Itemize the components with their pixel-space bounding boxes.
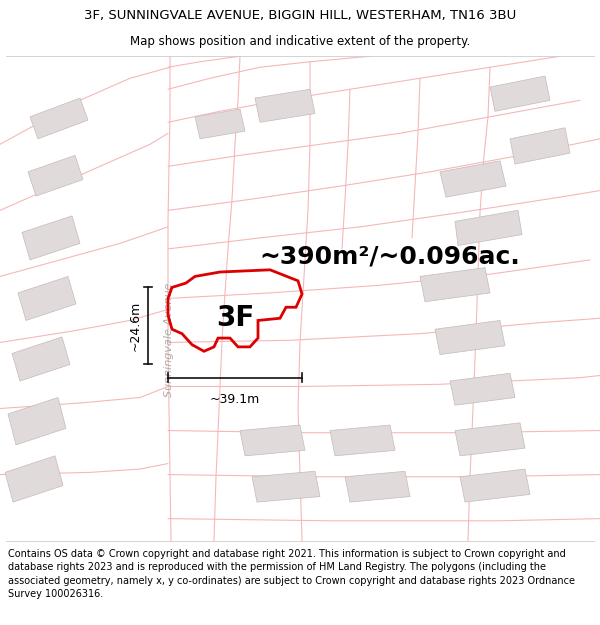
Text: ~39.1m: ~39.1m [210,393,260,406]
Polygon shape [345,471,410,502]
Polygon shape [440,161,506,197]
Text: 3F, SUNNINGVALE AVENUE, BIGGIN HILL, WESTERHAM, TN16 3BU: 3F, SUNNINGVALE AVENUE, BIGGIN HILL, WES… [84,9,516,22]
Polygon shape [435,321,505,354]
Text: ~390m²/~0.096ac.: ~390m²/~0.096ac. [260,244,520,269]
Polygon shape [255,89,315,122]
Polygon shape [30,98,88,139]
Text: Contains OS data © Crown copyright and database right 2021. This information is : Contains OS data © Crown copyright and d… [8,549,575,599]
Polygon shape [455,423,525,456]
Text: Map shows position and indicative extent of the property.: Map shows position and indicative extent… [130,34,470,48]
Polygon shape [490,76,550,111]
Polygon shape [12,337,70,381]
Polygon shape [455,211,522,246]
Polygon shape [252,471,320,502]
Polygon shape [8,398,66,445]
Text: 3F: 3F [216,304,254,332]
Text: Sunningvale Avenue: Sunningvale Avenue [164,283,174,398]
Polygon shape [460,469,530,502]
Polygon shape [5,456,63,502]
Polygon shape [18,276,76,321]
Polygon shape [240,425,305,456]
Polygon shape [510,127,570,164]
Polygon shape [22,216,80,260]
Polygon shape [195,109,245,139]
Polygon shape [28,156,83,196]
Polygon shape [450,373,515,405]
Polygon shape [420,268,490,302]
Polygon shape [330,425,395,456]
Text: ~24.6m: ~24.6m [129,301,142,351]
